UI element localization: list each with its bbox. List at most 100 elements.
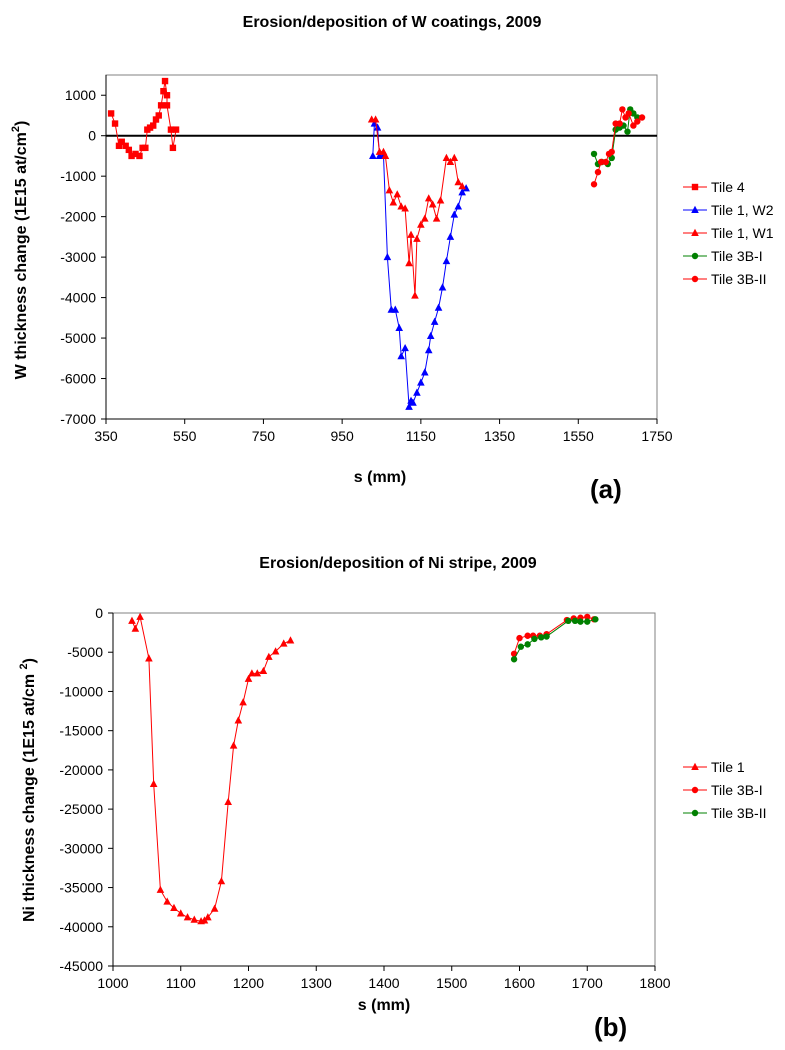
data-point	[397, 202, 405, 210]
legend: Tile 4 Tile 1, W2 Tile 1, W1 Tile 3B-I Tile …	[683, 179, 774, 287]
data-point	[543, 633, 550, 640]
legend-marker	[691, 183, 699, 191]
legend-label: Tile 3B-I	[711, 782, 763, 798]
data-point	[381, 151, 390, 159]
legend-label: Tile 3B-II	[711, 271, 767, 287]
data-point	[625, 110, 632, 117]
data-point	[128, 616, 136, 624]
data-point	[122, 142, 129, 150]
data-point	[176, 909, 185, 917]
legend-marker	[691, 205, 699, 213]
data-point	[248, 669, 256, 677]
y-axis-label: W thickness change (1E15 at/cm2)	[10, 121, 30, 380]
data-point	[161, 77, 169, 85]
data-point	[169, 144, 177, 152]
x-tick-label: 1500	[436, 975, 467, 991]
legend-marker	[691, 786, 699, 794]
chart-title: Erosion/deposition of W coatings, 2009	[243, 14, 542, 31]
data-point	[571, 617, 579, 625]
legend-marker	[691, 275, 699, 283]
data-point	[413, 388, 421, 396]
data-point	[136, 612, 144, 620]
data-point	[458, 188, 466, 196]
series-line	[131, 615, 291, 922]
y-tick-label: -6000	[60, 371, 96, 387]
data-point	[450, 153, 459, 161]
chart-w-coatings: Erosion/deposition of W coatings, 2009 3…	[10, 14, 774, 504]
legend-label: Tile 1, W1	[711, 225, 774, 241]
data-point	[401, 343, 409, 352]
data-point	[391, 305, 400, 313]
x-tick-label: 1150	[406, 428, 436, 444]
x-tick-label: 750	[252, 428, 276, 444]
legend-label: Tile 4	[711, 179, 745, 195]
data-point	[420, 214, 429, 222]
legend-item: Tile 3B-II	[683, 805, 767, 821]
x-tick-label: 1100	[166, 975, 196, 991]
x-tick-label: 1700	[572, 975, 603, 991]
data-point	[163, 92, 171, 99]
data-point	[516, 634, 523, 642]
x-tick-label: 1750	[641, 428, 672, 444]
x-tick-label: 1550	[563, 428, 594, 444]
data-point	[446, 232, 455, 240]
data-point	[630, 122, 637, 129]
data-point	[279, 639, 288, 647]
data-point	[115, 142, 123, 150]
data-point	[424, 346, 433, 354]
data-point	[259, 666, 268, 675]
y-tick-label: -1000	[60, 168, 96, 184]
data-point	[565, 617, 572, 625]
data-point	[156, 885, 165, 893]
series-line	[513, 618, 596, 660]
data-point	[417, 220, 425, 228]
data-point	[401, 204, 409, 212]
y-tick-label: 1000	[65, 87, 96, 103]
y-tick-label: -7000	[60, 411, 96, 427]
legend-item: Tile 3B-II	[683, 271, 767, 287]
data-point	[383, 252, 392, 261]
data-point	[594, 168, 602, 176]
data-point	[430, 317, 439, 325]
data-point	[190, 915, 199, 923]
x-tick-label: 1400	[368, 975, 399, 991]
plot-area	[112, 612, 656, 967]
x-tick-label: 1000	[97, 975, 128, 991]
legend-label: Tile 1, W2	[711, 202, 774, 218]
data-point	[531, 635, 538, 643]
data-point	[405, 258, 413, 267]
data-point	[155, 112, 162, 119]
data-point	[107, 110, 115, 117]
data-point	[369, 151, 377, 159]
data-point	[436, 196, 445, 204]
y-tick-label: -10000	[59, 683, 103, 699]
y-tick-label: -40000	[59, 919, 103, 935]
data-point	[590, 181, 598, 188]
data-point	[389, 198, 398, 206]
data-point	[417, 378, 425, 386]
legend-item: Tile 1, W2	[683, 202, 774, 218]
data-point	[405, 402, 413, 410]
data-point	[149, 779, 158, 788]
data-point	[590, 150, 598, 158]
data-point	[395, 323, 404, 331]
data-point	[152, 116, 160, 123]
data-point	[524, 641, 531, 648]
data-point	[131, 624, 140, 632]
data-point	[634, 118, 641, 125]
data-point	[253, 669, 262, 677]
legend-label: Tile 1	[711, 759, 745, 775]
data-point	[132, 150, 139, 158]
y-tick-label: -35000	[59, 880, 103, 896]
series-tile-3b-i	[590, 106, 641, 168]
data-point	[524, 632, 531, 639]
data-point	[537, 634, 545, 641]
data-point	[371, 115, 380, 123]
data-point	[244, 674, 253, 682]
data-point	[616, 120, 623, 127]
data-point	[204, 913, 212, 921]
data-point	[172, 126, 180, 133]
data-point	[239, 698, 247, 706]
data-point	[128, 152, 135, 160]
data-point	[385, 186, 394, 194]
